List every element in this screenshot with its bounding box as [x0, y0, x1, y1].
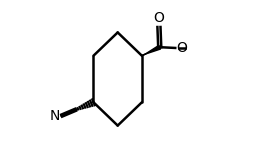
Polygon shape	[142, 45, 161, 56]
Text: O: O	[176, 41, 187, 55]
Text: O: O	[153, 11, 164, 25]
Text: N: N	[50, 109, 60, 123]
